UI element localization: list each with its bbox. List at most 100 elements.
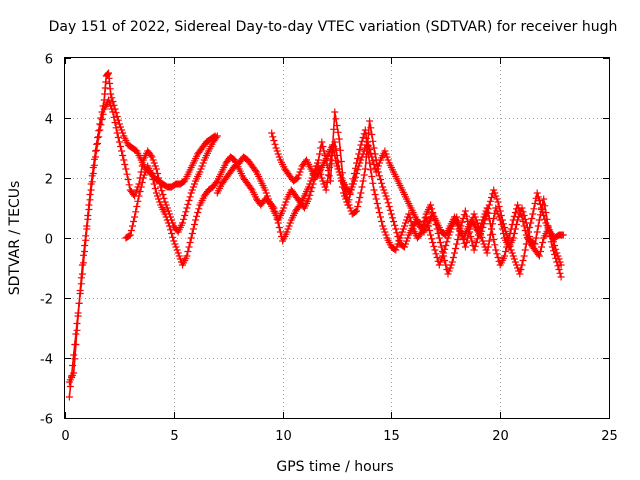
data-point	[372, 195, 380, 203]
y-tick-label: 2	[45, 173, 53, 188]
data-point	[307, 188, 315, 195]
data-point	[507, 246, 515, 254]
data-point	[504, 235, 512, 243]
data-point	[526, 224, 534, 231]
data-point	[279, 207, 287, 215]
data-point	[308, 184, 316, 192]
data-point	[187, 189, 195, 197]
data-point	[509, 216, 517, 224]
data-point	[313, 162, 321, 170]
data-point	[184, 200, 192, 208]
data-point	[191, 180, 198, 188]
data-point	[421, 214, 429, 222]
series-trace	[125, 129, 562, 278]
data-point	[106, 99, 114, 107]
data-point	[285, 222, 293, 230]
data-point	[117, 143, 124, 150]
data-point	[401, 243, 408, 251]
data-point	[382, 192, 390, 200]
data-point	[436, 239, 444, 246]
data-point	[149, 176, 157, 183]
data-point	[510, 212, 518, 220]
data-point	[175, 252, 183, 260]
data-point	[188, 186, 196, 194]
data-point	[480, 220, 488, 228]
data-point	[357, 189, 365, 197]
data-point	[346, 189, 354, 197]
x-tick-label: 10	[275, 429, 292, 444]
data-point	[275, 224, 283, 231]
data-point	[305, 183, 313, 191]
data-point	[74, 309, 82, 317]
data-point	[435, 261, 443, 269]
data-point	[540, 212, 548, 219]
data-point	[110, 101, 118, 109]
data-point	[315, 170, 322, 177]
data-point	[355, 198, 363, 206]
data-point	[268, 129, 276, 137]
data-point	[155, 195, 163, 203]
data-point	[120, 156, 128, 164]
x-tick-labels: 0 5 10 15 20 25	[61, 429, 617, 444]
data-point	[381, 147, 389, 155]
data-point	[81, 248, 89, 255]
data-point	[93, 146, 101, 154]
data-point	[381, 228, 389, 236]
data-point	[375, 172, 383, 180]
data-point	[331, 108, 339, 116]
data-point	[85, 206, 93, 213]
data-point	[65, 393, 73, 401]
data-point	[436, 258, 444, 266]
data-point	[336, 146, 344, 154]
data-point	[503, 243, 511, 251]
data-point	[170, 237, 178, 245]
data-point	[377, 213, 384, 221]
data-point	[110, 113, 118, 121]
data-point	[366, 117, 374, 125]
data-point	[193, 212, 201, 220]
data-point	[318, 138, 326, 146]
data-point	[294, 174, 302, 182]
data-point	[169, 233, 177, 241]
data-point	[305, 195, 313, 203]
data-point	[358, 183, 366, 191]
data-point	[352, 208, 359, 216]
data-point	[380, 225, 388, 233]
data-point	[535, 252, 543, 260]
data-point	[393, 243, 401, 251]
data-point	[488, 225, 495, 233]
data-point	[516, 270, 524, 278]
data-point	[333, 122, 341, 129]
data-point	[447, 261, 455, 269]
x-tick-label: 0	[61, 429, 69, 444]
series-trace	[270, 132, 564, 275]
data-point	[148, 153, 156, 161]
data-point	[540, 195, 548, 203]
data-point	[159, 191, 167, 198]
data-point	[138, 179, 146, 186]
data-point	[486, 220, 494, 228]
data-point	[522, 240, 530, 248]
data-point	[117, 123, 124, 131]
data-point	[359, 177, 367, 185]
data-point	[405, 210, 413, 218]
data-point	[195, 205, 203, 213]
data-point	[470, 246, 478, 254]
data-point	[131, 213, 139, 221]
data-point	[399, 225, 407, 233]
data-point	[443, 238, 451, 246]
data-point	[172, 243, 180, 251]
data-point	[319, 177, 327, 185]
data-point	[161, 210, 169, 218]
data-point	[122, 165, 130, 173]
data-point	[473, 219, 481, 227]
data-point	[538, 243, 545, 251]
data-point	[171, 240, 179, 248]
data-point	[142, 168, 149, 176]
y-tick-label: -6	[40, 413, 53, 428]
data-point	[379, 183, 387, 191]
data-point	[115, 120, 123, 128]
data-point	[494, 198, 502, 206]
data-point	[511, 258, 519, 266]
data-point	[370, 161, 378, 168]
